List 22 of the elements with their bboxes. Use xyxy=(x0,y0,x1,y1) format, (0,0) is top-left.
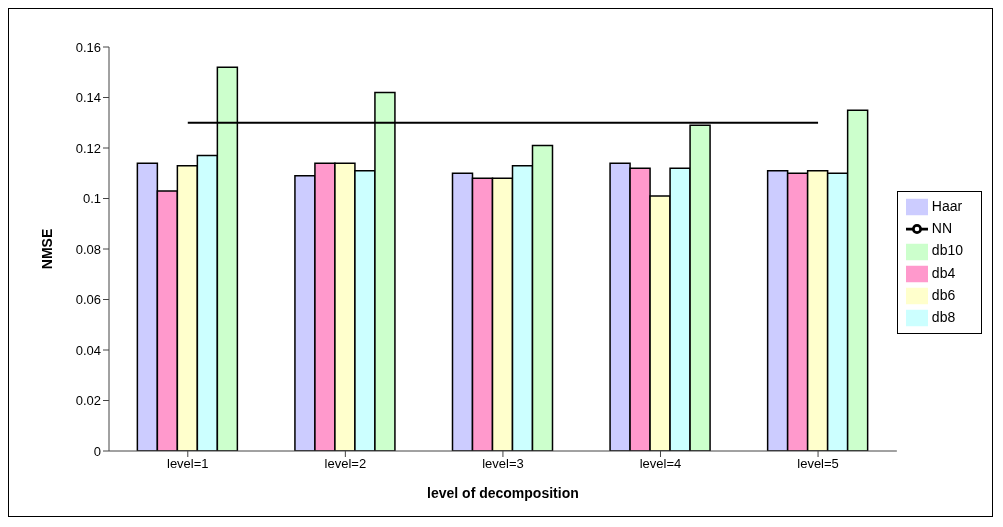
y-tick-label: 0.16 xyxy=(75,39,101,55)
x-axis-title: level of decomposition xyxy=(427,485,579,501)
legend-label: Haar xyxy=(931,197,963,214)
y-tick-label: 0.1 xyxy=(82,191,101,207)
legend-label: NN xyxy=(931,219,953,236)
y-tick-label: 0 xyxy=(93,443,101,459)
y-tick-label: 0.14 xyxy=(75,90,101,106)
y-tick-label: 0.02 xyxy=(75,393,101,409)
legend-label: db6 xyxy=(931,286,956,303)
legend-label: db4 xyxy=(931,264,956,281)
y-tick-label: 0.12 xyxy=(75,140,101,156)
y-axis-title: NMSE xyxy=(38,228,55,270)
y-tick-label: 0.06 xyxy=(75,292,101,308)
x-tick-label: level=1 xyxy=(167,456,209,472)
y-tick-label: 0.04 xyxy=(75,342,101,358)
x-tick-label: level=4 xyxy=(639,456,682,472)
legend-label: db8 xyxy=(931,309,956,326)
x-tick-label: level=5 xyxy=(797,456,839,472)
x-tick-label: level=3 xyxy=(482,456,524,472)
x-tick-label: level=2 xyxy=(324,456,367,472)
legend-label: db10 xyxy=(931,242,963,259)
y-tick-label: 0.08 xyxy=(75,241,101,257)
